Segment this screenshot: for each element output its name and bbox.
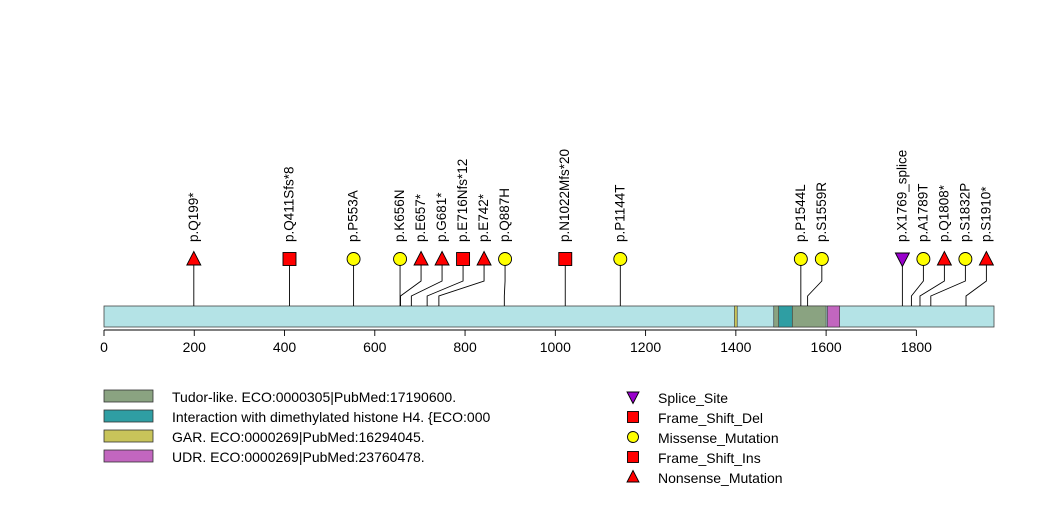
label-layer: p.Q199* p.Q411Sfs*8 p.P553A p.K656N p.E657* p… (186, 149, 994, 242)
x-tick-label: 200 (183, 339, 207, 355)
mutation-label: p.Q887H (497, 188, 512, 242)
mutation-label: p.P1144T (612, 184, 627, 242)
legend-domain-swatch (103, 409, 154, 423)
legend-mutation-label: Missense_Mutation (658, 430, 779, 446)
mutation-stem (930, 259, 966, 306)
mutation-stem (426, 259, 464, 306)
mutation-marker-nonsense-mutation (978, 250, 995, 266)
mutation-stem (438, 259, 485, 306)
legend-domain-swatch (103, 429, 154, 443)
legend-domain-label: UDR. ECO:0000269|PubMed:23760478. (172, 449, 425, 465)
legend-mutation-label: Nonsense_Mutation (658, 470, 783, 486)
mutation-marker-missense-mutation (814, 252, 829, 266)
mutation-label: p.Q199* (186, 192, 201, 242)
mutation-marker-nonsense-mutation (476, 250, 492, 266)
legend-mutation-label: Frame_Shift_Del (658, 410, 763, 426)
mutation-marker-frame-shift-del (282, 252, 297, 266)
mutation-label: p.A1789T (915, 183, 930, 242)
x-axis: 0 200 400 600 800 1000 1200 1400 1600 1800 (100, 329, 932, 355)
legend-frame-shift-del-icon (627, 411, 639, 423)
mutation-marker-missense-mutation (498, 252, 513, 266)
mutation-marker-frame-shift-del (558, 252, 573, 266)
mutation-label: p.S1559R (814, 182, 829, 242)
mutation-label: p.Q411Sfs*8 (281, 166, 296, 242)
mutation-label: p.E742* (476, 193, 491, 242)
mutation-label: p.X1769_splice (894, 150, 909, 242)
legend-nonsense-mutation-icon (626, 469, 640, 483)
domain-interaction (778, 305, 793, 328)
mutation-label: p.P553A (346, 190, 361, 242)
legend-mutation-label: Splice_Site (658, 390, 728, 406)
x-tick-label: 1400 (720, 339, 751, 355)
mutation-marker-missense-mutation (393, 252, 408, 266)
x-tick-label: 1000 (540, 339, 571, 355)
mutation-marker-missense-mutation (958, 252, 973, 266)
legend-domain-label: Interaction with dimethylated histone H4… (172, 409, 491, 425)
legend-mutation-label: Frame_Shift_Ins (658, 450, 761, 466)
domain-udr (827, 305, 840, 328)
x-tick-label: 1800 (901, 339, 932, 355)
mutation-label: p.Q1808* (936, 184, 951, 242)
mutation-marker-splice-site (894, 252, 911, 268)
symbol-layer (186, 250, 995, 268)
x-tick-label: 600 (363, 339, 387, 355)
legend-domain-swatch (103, 389, 154, 403)
mutation-stem (910, 259, 924, 306)
mutation-stem (503, 259, 506, 306)
legend-domain-label: Tudor-like. ECO:0000305|PubMed:17190600. (172, 389, 456, 405)
mutation-label: p.E657* (413, 193, 428, 242)
mutation-marker-nonsense-mutation (413, 250, 429, 266)
mutation-marker-missense-mutation (916, 252, 931, 266)
mutation-marker-missense-mutation (793, 252, 808, 266)
mutation-marker-nonsense-mutation (434, 250, 450, 266)
mutation-stem (400, 259, 422, 306)
mutation-stem (919, 259, 945, 306)
mutation-label: p.K656N (392, 189, 407, 242)
mutation-marker-nonsense-mutation (186, 250, 202, 266)
mutation-label: p.S1832P (957, 183, 972, 242)
mutation-label: p.S1910* (978, 186, 993, 242)
mutation-marker-missense-mutation (613, 252, 628, 266)
domain-gar (734, 305, 738, 328)
domain-layer (103, 305, 995, 328)
legend-domain-swatch (103, 449, 154, 463)
x-tick-label: 800 (453, 339, 477, 355)
legend-splice-site-icon (626, 391, 640, 405)
mutation-label: p.N1022Mfs*20 (557, 149, 572, 242)
mutation-marker-frame-shift-ins (456, 252, 471, 266)
mutation-stem (965, 259, 987, 306)
protein-backbone (103, 305, 995, 328)
mutation-label: p.E716Nfs*12 (455, 159, 470, 242)
legend-domain-label: GAR. ECO:0000269|PubMed:16294045. (172, 429, 425, 445)
legend-frame-shift-ins-icon (627, 451, 639, 463)
x-tick-label: 1600 (811, 339, 842, 355)
mutation-label: p.P1544L (793, 184, 808, 242)
legend-missense-mutation-icon (627, 431, 639, 443)
x-tick-label: 1200 (630, 339, 661, 355)
x-tick-label: 400 (273, 339, 297, 355)
mutation-stem (807, 259, 823, 306)
mutation-stem (410, 259, 443, 306)
stem-layer (193, 259, 987, 306)
mutation-marker-nonsense-mutation (936, 250, 953, 266)
mutation-marker-missense-mutation (346, 252, 361, 266)
legend: Tudor-like. ECO:0000305|PubMed:17190600.… (103, 389, 783, 486)
x-tick-label: 0 (100, 339, 108, 355)
mutation-label: p.G681* (434, 192, 449, 242)
